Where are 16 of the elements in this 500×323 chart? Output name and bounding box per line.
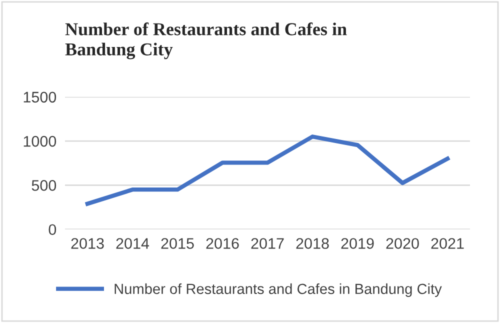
x-tick-label: 2019 bbox=[341, 238, 374, 249]
x-tick-label: 2013 bbox=[71, 238, 104, 249]
y-tick-label: 500 bbox=[32, 180, 56, 191]
x-tick-label: 2021 bbox=[431, 238, 464, 249]
x-tick-label: 2014 bbox=[116, 238, 150, 249]
x-tick-label: 2020 bbox=[386, 238, 419, 249]
y-tick-label: 0 bbox=[48, 224, 56, 236]
x-tick-label: 2018 bbox=[296, 238, 329, 249]
legend-label: Number of Restaurants and Cafes in Bandung City bbox=[114, 283, 442, 297]
y-tick-label: 1000 bbox=[24, 136, 56, 147]
x-tick-label: 2017 bbox=[251, 238, 284, 249]
chart-title: Number of Restaurants and Cafes in Bandung City bbox=[65, 22, 347, 60]
x-tick-label: 2016 bbox=[206, 238, 239, 249]
y-tick-label: 1500 bbox=[24, 92, 56, 103]
line-series bbox=[85, 134, 450, 206]
x-tick-label: 2015 bbox=[161, 238, 194, 249]
